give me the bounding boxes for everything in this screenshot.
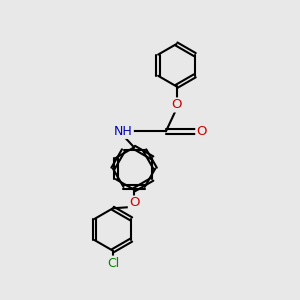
- Text: O: O: [196, 125, 207, 138]
- Text: O: O: [129, 196, 139, 209]
- Text: Cl: Cl: [107, 256, 119, 270]
- Text: NH: NH: [114, 125, 133, 138]
- Text: O: O: [171, 98, 182, 111]
